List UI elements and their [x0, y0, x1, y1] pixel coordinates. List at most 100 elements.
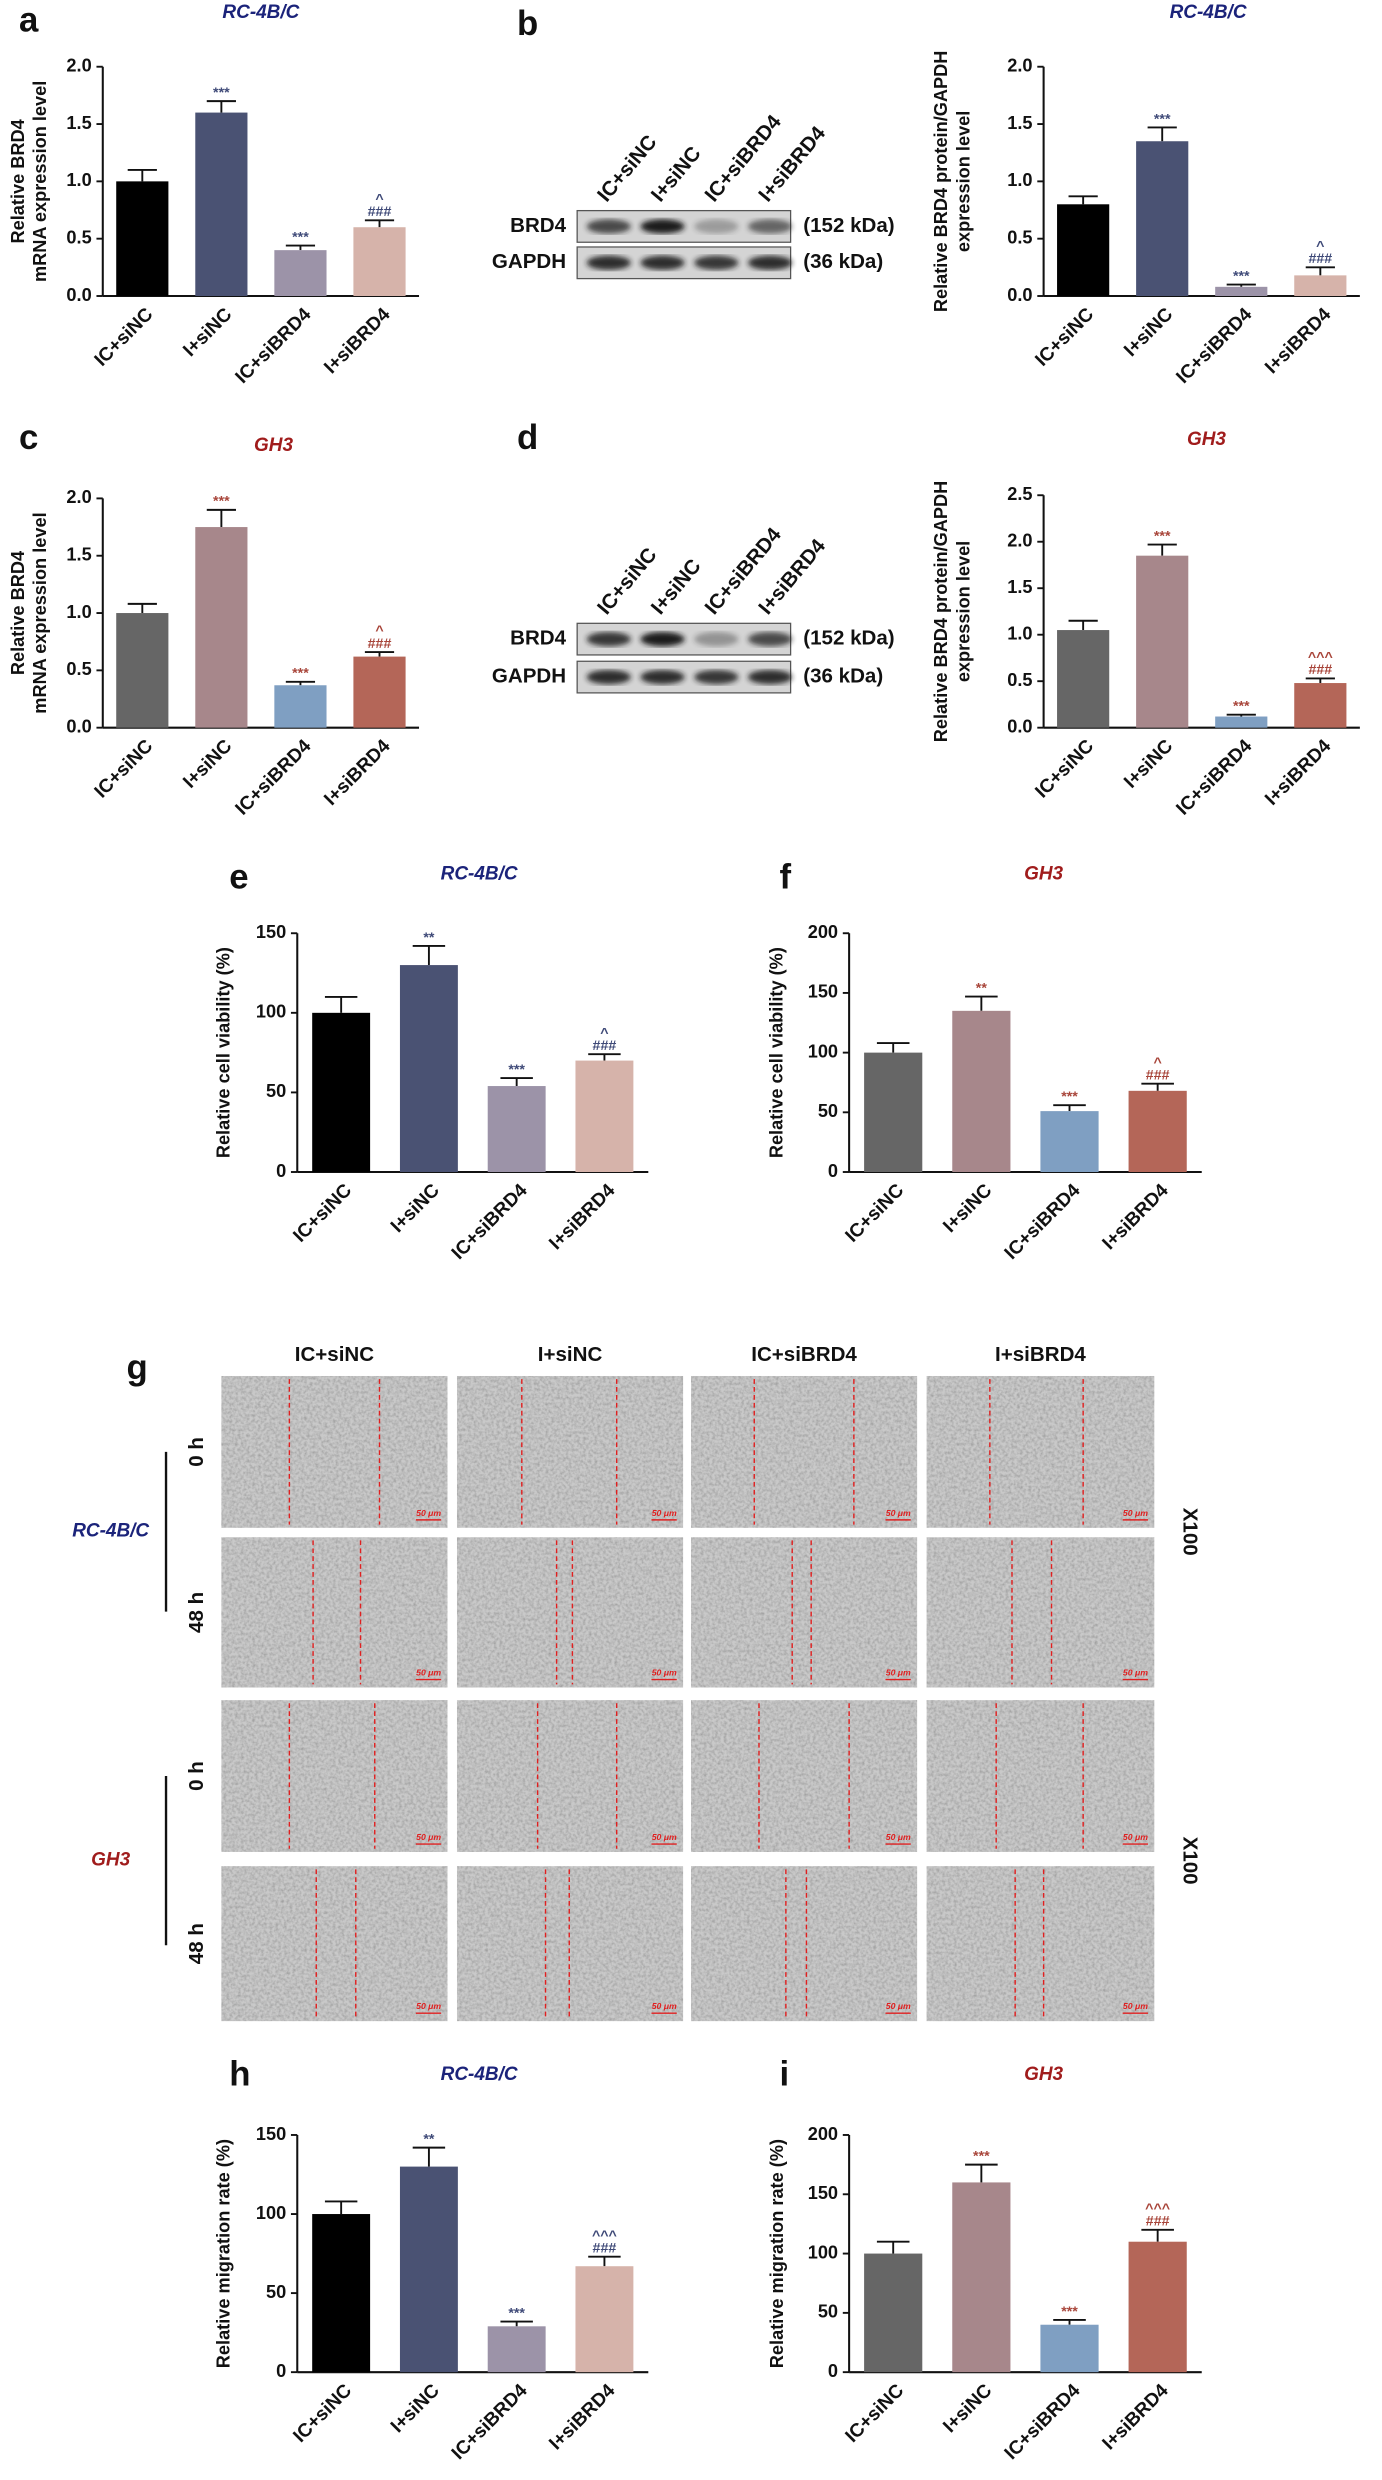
chart: e RC-4B/C Relative cell viability (%) 0 50 10… — [213, 859, 649, 1264]
y-axis-label: Relative BRD4 protein/GAPDH — [931, 51, 951, 313]
blot-band — [586, 669, 631, 685]
y-tick-label: 50 — [266, 2282, 286, 2302]
panel-letter: g — [126, 1349, 147, 1387]
blot-band — [747, 669, 793, 685]
x-tick-label: IC+siBRD4 — [232, 735, 316, 819]
bar — [1128, 1090, 1187, 1173]
x-tick-label: I+siBRD4 — [1099, 2380, 1173, 2454]
x-tick-label: IC+siNC — [1031, 736, 1098, 803]
column-header: IC+siBRD4 — [751, 1343, 857, 1366]
y-axis-label: Relative cell viability (%) — [767, 947, 787, 1158]
bar — [864, 2253, 923, 2373]
y-tick-label: 100 — [808, 1041, 838, 1061]
y-tick-label: 0 — [828, 1161, 838, 1181]
micrograph — [221, 1700, 448, 1852]
blot-band — [640, 255, 685, 270]
y-tick-label: 0 — [828, 2361, 838, 2381]
x-tick-label: I+siNC — [179, 736, 236, 793]
scale-bar-label: 50 μm — [1123, 2001, 1148, 2011]
x-tick-label: IC+siNC — [1031, 304, 1098, 371]
bar — [1057, 630, 1110, 728]
y-axis-label: Relative migration rate (%) — [213, 2139, 233, 2368]
chart: c GH3 Relative BRD4 mRNA expression level 0.… — [8, 419, 420, 820]
y-tick-label: 1.0 — [1007, 623, 1032, 643]
column-header: IC+siNC — [295, 1343, 375, 1366]
y-tick-label: 2.0 — [66, 56, 91, 76]
wound-panel: g IC+siNC I+siNC IC+siBRD4 I+siBRD4 50 μm 50 μ… — [72, 1343, 1202, 2022]
bar — [952, 1010, 1011, 1173]
bar — [1294, 683, 1347, 728]
scale-bar-label: 50 μm — [416, 1508, 441, 1518]
magnification-label: X100 — [1179, 1837, 1202, 1885]
significance-label: ** — [976, 980, 988, 996]
bar — [116, 613, 169, 728]
y-tick-label: 150 — [808, 982, 838, 1002]
x-tick-label: IC+siBRD4 — [232, 304, 316, 388]
significance-label: *** — [1233, 699, 1250, 715]
y-tick-label: 0.0 — [66, 716, 91, 736]
bar — [1128, 2241, 1187, 2373]
significance-label: *** — [213, 85, 230, 101]
bar — [1136, 141, 1189, 297]
y-tick-label: 1.5 — [66, 113, 91, 133]
y-tick-label: 1.0 — [1007, 170, 1032, 190]
micrograph — [691, 1866, 918, 2022]
bar — [116, 181, 169, 297]
size-label: (152 kDa) — [803, 627, 894, 650]
micrograph — [221, 1866, 448, 2022]
significance-label: *** — [1061, 1089, 1078, 1105]
y-tick-label: 100 — [808, 2242, 838, 2262]
chart: h RC-4B/C Relative migration rate (%) 0 50 10… — [213, 2056, 649, 2464]
bar — [1215, 716, 1268, 728]
bar — [353, 656, 406, 728]
bar — [1136, 555, 1189, 728]
y-tick-label: 50 — [818, 1101, 838, 1121]
scale-bar-label: 50 μm — [1123, 1668, 1148, 1678]
significance-label: *** — [973, 2148, 990, 2164]
blot-band — [694, 632, 739, 647]
time-label: 0 h — [185, 1761, 208, 1791]
y-tick-label: 2.0 — [66, 487, 91, 507]
significance-label: ** — [423, 2131, 435, 2147]
panel-letter: e — [229, 859, 248, 897]
x-tick-label: I+siBRD4 — [1261, 735, 1335, 809]
micrograph — [456, 1700, 684, 1852]
significance-label: ### — [368, 636, 392, 652]
scale-bar-label: 50 μm — [886, 1668, 911, 1678]
panel-letter: d — [517, 419, 538, 457]
significance-label: ^^^ — [592, 2228, 617, 2244]
scale-bar-label: 50 μm — [416, 2001, 441, 2011]
x-tick-label: IC+siBRD4 — [1172, 735, 1256, 819]
micrograph — [926, 1866, 1155, 2022]
micrograph — [456, 1866, 684, 2022]
significance-label: ^ — [375, 192, 383, 208]
y-tick-label: 0.5 — [66, 659, 91, 679]
significance-label: ### — [1308, 251, 1332, 267]
panel-letter: f — [780, 859, 792, 897]
significance-label: *** — [1233, 268, 1250, 284]
protein-label: GAPDH — [492, 250, 566, 273]
y-tick-label: 2.0 — [1007, 531, 1032, 551]
micrograph — [456, 1537, 684, 1688]
size-label: (36 kDa) — [803, 665, 883, 688]
y-axis-label: mRNA expression level — [30, 81, 50, 282]
panel-letter: c — [19, 419, 38, 457]
scale-bar-label: 50 μm — [1123, 1832, 1148, 1842]
size-label: (36 kDa) — [803, 250, 883, 273]
x-tick-label: IC+siBRD4 — [1001, 1180, 1085, 1264]
blot-band — [747, 632, 793, 647]
x-tick-label: IC+siNC — [91, 736, 158, 803]
x-tick-label: I+siBRD4 — [320, 735, 394, 809]
micrograph — [221, 1537, 448, 1688]
significance-label: ^ — [1316, 239, 1324, 255]
protein-label: BRD4 — [510, 214, 567, 237]
significance-label: *** — [508, 1062, 525, 1078]
significance-label: *** — [508, 2305, 525, 2321]
bar — [1294, 275, 1347, 297]
blot-band — [586, 255, 631, 270]
scale-bar-label: 50 μm — [652, 1508, 677, 1518]
bar — [575, 2266, 634, 2373]
bar — [1040, 2324, 1099, 2373]
